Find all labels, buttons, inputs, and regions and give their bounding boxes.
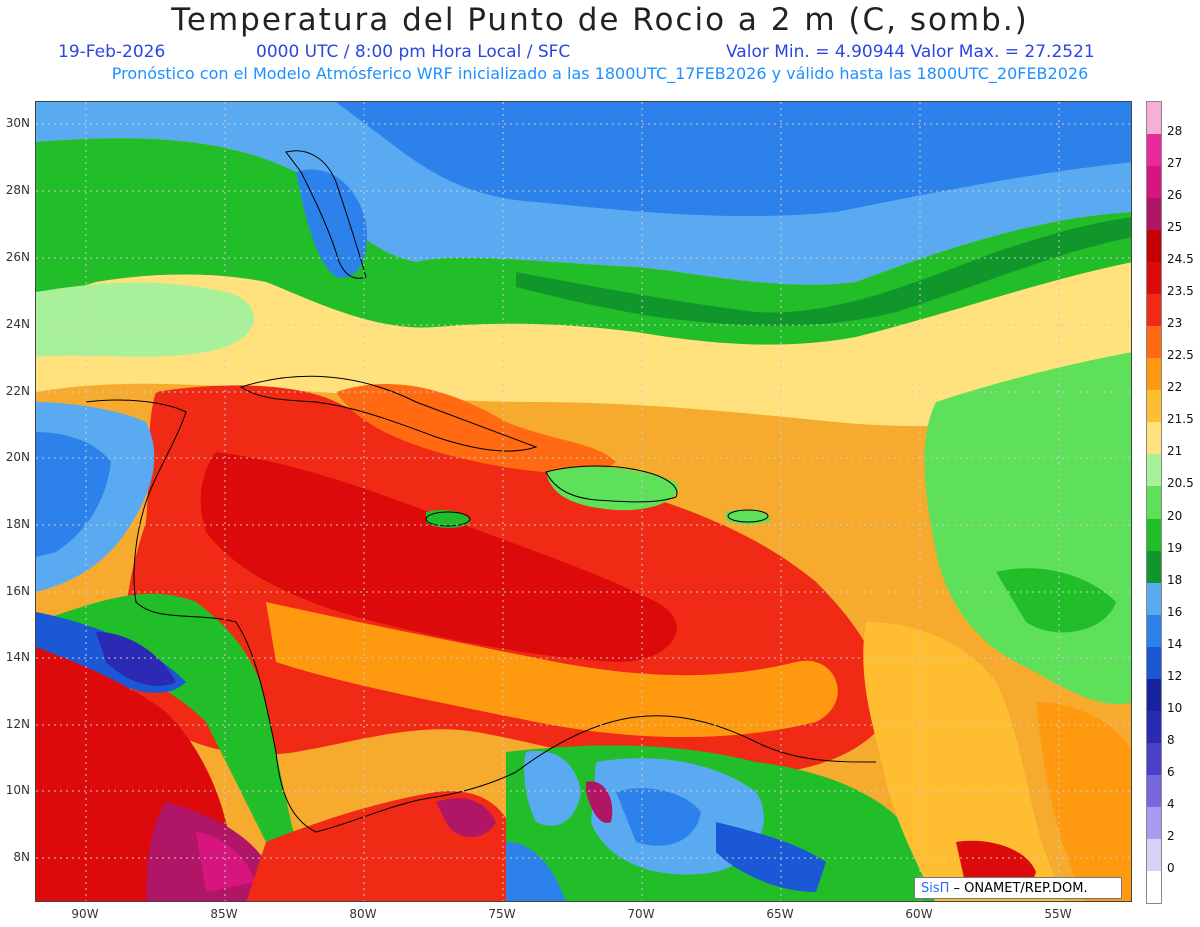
- lon-label: 85W: [210, 907, 238, 921]
- lat-label: 20N: [5, 450, 30, 464]
- colorbar-label: 25: [1167, 220, 1183, 235]
- colorbar-label: 22.5: [1167, 348, 1194, 363]
- colorbar-segment: [1147, 166, 1161, 199]
- lon-label: 80W: [349, 907, 377, 921]
- colorbar-label: 19: [1167, 540, 1183, 555]
- lat-label: 28N: [5, 183, 30, 197]
- colorbar-segment: [1147, 230, 1161, 263]
- colorbar-segment: [1147, 102, 1161, 135]
- colorbar-segment: [1147, 614, 1161, 648]
- colorbar-segment: [1147, 870, 1161, 904]
- lon-label: 65W: [766, 907, 794, 921]
- colorbar-label: 2: [1167, 828, 1175, 843]
- lat-label: 16N: [5, 584, 30, 598]
- colorbar-segment: [1147, 742, 1161, 776]
- credit-text: – ONAMET/REP.DOM.: [949, 881, 1088, 896]
- colorbar-label: 21: [1167, 444, 1183, 459]
- colorbar-label: 14: [1167, 636, 1183, 651]
- colorbar-segment: [1147, 454, 1161, 487]
- colorbar-segment: [1147, 646, 1161, 680]
- colorbar-label: 0: [1167, 860, 1175, 875]
- colorbar-segment: [1147, 710, 1161, 744]
- colorbar-label: 8: [1167, 732, 1175, 747]
- colorbar-label: 16: [1167, 604, 1183, 619]
- valid-time: 0000 UTC / 8:00 pm Hora Local / SFC: [256, 42, 571, 62]
- colorbar-label: 20.5: [1167, 476, 1194, 491]
- colorbar-segment: [1147, 774, 1161, 808]
- credit-box: SisΠ – ONAMET/REP.DOM.: [914, 877, 1122, 899]
- sispi-logo: SisΠ: [921, 881, 950, 896]
- colorbar-label: 18: [1167, 572, 1183, 587]
- colorbar-label: 26: [1167, 188, 1183, 203]
- dewpoint-map: [35, 101, 1132, 902]
- colorbar-segment: [1147, 678, 1161, 712]
- lon-label: 55W: [1044, 907, 1072, 921]
- colorbar-label: 12: [1167, 668, 1183, 683]
- valid-date: 19-Feb-2026: [58, 42, 166, 62]
- colorbar-label: 21.5: [1167, 412, 1194, 427]
- colorbar-label: 24.5: [1167, 252, 1194, 267]
- lat-label: 12N: [5, 717, 30, 731]
- colorbar-segment: [1147, 358, 1161, 391]
- min-max-values: Valor Min. = 4.90944 Valor Max. = 27.252…: [726, 42, 1095, 62]
- colorbar-label: 22: [1167, 380, 1183, 395]
- colorbar-label: 4: [1167, 796, 1175, 811]
- lat-label: 14N: [5, 650, 30, 664]
- lat-label: 18N: [5, 517, 30, 531]
- colorbar-label: 27: [1167, 156, 1183, 171]
- colorbar: [1146, 101, 1162, 904]
- lat-label: 24N: [5, 317, 30, 331]
- lon-label: 90W: [71, 907, 99, 921]
- lat-label: 26N: [5, 250, 30, 264]
- lon-label: 70W: [627, 907, 655, 921]
- colorbar-segment: [1147, 198, 1161, 231]
- colorbar-segment: [1147, 806, 1161, 840]
- colorbar-segment: [1147, 422, 1161, 455]
- colorbar-segment: [1147, 326, 1161, 359]
- colorbar-segment: [1147, 294, 1161, 327]
- colorbar-segment: [1147, 134, 1161, 167]
- lat-label: 30N: [5, 116, 30, 130]
- forecast-info: Pronóstico con el Modelo Atmósferico WRF…: [111, 64, 1089, 83]
- colorbar-segment: [1147, 550, 1161, 584]
- lat-label: 8N: [13, 850, 30, 864]
- colorbar-label: 23.5: [1167, 284, 1194, 299]
- map-title: Temperatura del Punto de Rocio a 2 m (C,…: [171, 2, 1029, 38]
- colorbar-label: 23: [1167, 316, 1183, 331]
- lat-label: 22N: [5, 384, 30, 398]
- colorbar-label: 6: [1167, 764, 1175, 779]
- lat-label: 10N: [5, 783, 30, 797]
- colorbar-label: 28: [1167, 124, 1183, 139]
- dewpoint-field: [36, 102, 1131, 901]
- colorbar-label: 20: [1167, 508, 1183, 523]
- colorbar-segment: [1147, 262, 1161, 295]
- lon-label: 75W: [488, 907, 516, 921]
- lon-label: 60W: [905, 907, 933, 921]
- colorbar-segment: [1147, 486, 1161, 519]
- colorbar-segment: [1147, 518, 1161, 552]
- colorbar-segment: [1147, 582, 1161, 616]
- colorbar-segment: [1147, 390, 1161, 423]
- colorbar-label: 10: [1167, 700, 1183, 715]
- colorbar-segment: [1147, 838, 1161, 872]
